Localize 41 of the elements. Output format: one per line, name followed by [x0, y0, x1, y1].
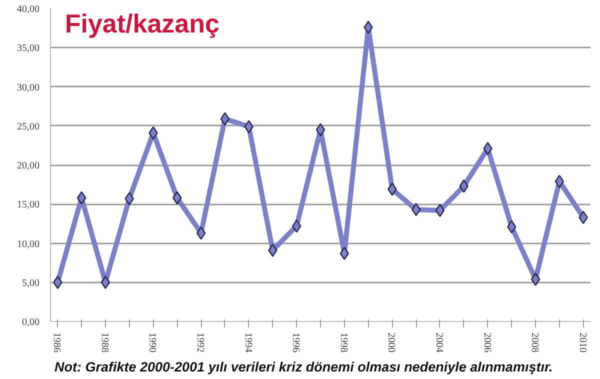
x-tick-label: 2004	[433, 332, 444, 352]
x-tick-label: 2008	[529, 332, 540, 352]
point	[124, 192, 134, 206]
y-tick-label: 30,00	[17, 82, 40, 94]
chart-title: Fiyat/kazanç	[64, 8, 220, 38]
point	[364, 20, 373, 34]
x-tick-label: 1990	[146, 332, 158, 352]
x-tick-label: 2010	[576, 332, 588, 352]
point	[411, 203, 421, 216]
y-tick-label: 25,00	[17, 121, 40, 132]
y-tick-label: 10,00	[17, 238, 40, 250]
point	[268, 244, 278, 257]
point	[459, 180, 468, 193]
y-tick-label: 40,00	[17, 4, 40, 15]
point	[196, 226, 206, 240]
x-tick-label: 2000	[386, 332, 397, 352]
x-tick-label: 1992	[194, 332, 206, 352]
point	[220, 112, 230, 126]
y-tick-label: 0,00	[22, 317, 40, 328]
point	[53, 276, 62, 289]
x-tick-label: 2006	[481, 332, 492, 352]
x-tick-label: 1986	[51, 332, 62, 352]
point	[172, 191, 182, 204]
point	[76, 191, 86, 204]
point	[388, 182, 397, 196]
point	[435, 204, 445, 217]
point	[530, 272, 540, 286]
y-tick-label: 5,00	[22, 278, 40, 289]
y-tick-label: 35,00	[17, 43, 40, 54]
text: Not: Grafikte 2000-2001 yılı verileri kriz dönemi olması nedeniyle alınmamıştır.	[54, 360, 553, 374]
point	[100, 276, 110, 289]
point	[244, 120, 254, 134]
point	[507, 220, 516, 234]
x-tick-label: 1998	[338, 332, 349, 352]
x-tick-label: 1996	[290, 332, 302, 352]
y-tick-label: 15,00	[17, 200, 40, 211]
x-tick-label: 1994	[242, 332, 254, 352]
point	[316, 123, 326, 136]
x-tick-label: 1988	[98, 332, 110, 352]
point	[554, 174, 564, 188]
y-tick-label: 20,00	[17, 160, 40, 172]
